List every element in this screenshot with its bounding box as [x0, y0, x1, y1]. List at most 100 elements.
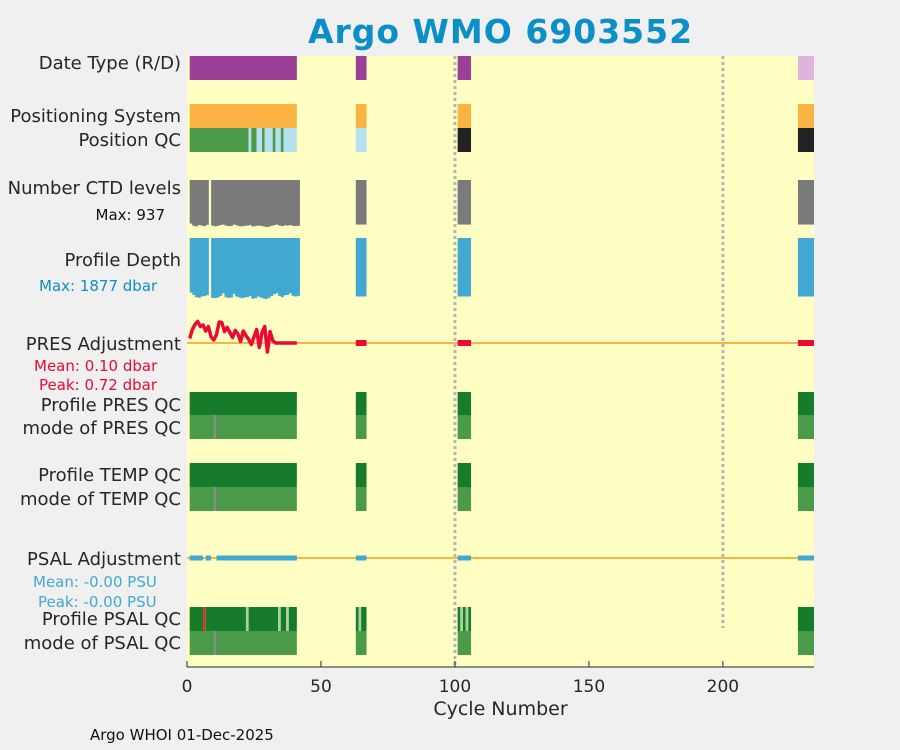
number-ctd-levels-bar [227, 180, 231, 227]
profile-depth-bar [243, 238, 247, 298]
profile-psal-qc-segment [462, 607, 466, 631]
number-ctd-levels-bar [286, 180, 290, 226]
number-ctd-levels-bar [355, 180, 367, 225]
position-qc-segment [189, 128, 249, 152]
position-qc-segment [280, 128, 284, 152]
mode-temp-qc-segment [189, 487, 297, 511]
number-ctd-levels-bar [216, 180, 220, 226]
profile-depth-bar [221, 238, 225, 294]
profile-depth-bar [245, 238, 250, 298]
profile-depth-bar [224, 238, 228, 298]
profile-depth-bar [189, 238, 193, 293]
date-type-segment [457, 56, 472, 80]
profile-depth-bar [195, 238, 199, 298]
profile-psal-qc-segment [358, 607, 362, 631]
mode-temp-qc-segment [457, 487, 472, 511]
position-qc-segment [355, 128, 367, 152]
x-tick-label: 50 [310, 677, 332, 697]
profile-depth-bar [240, 238, 244, 299]
row-label-positioning-system: Positioning System [10, 106, 181, 127]
mode-pres-qc-segment [189, 415, 297, 439]
mode-mark [213, 487, 216, 511]
profile-depth-bar [237, 238, 241, 298]
profile-psal-qc-segment [460, 607, 463, 631]
number-ctd-levels-bar [278, 180, 282, 226]
number-ctd-levels-bar [197, 180, 201, 226]
number-ctd-levels-bar [267, 180, 271, 227]
position-qc-segment [264, 128, 273, 152]
number-ctd-levels-bar [224, 180, 228, 226]
psal-adjustment-mark [205, 555, 212, 561]
profile-psal-qc-segment [288, 607, 297, 631]
mode-pres-qc-segment [457, 415, 472, 439]
mode-pres-qc-segment [355, 415, 367, 439]
number-ctd-levels-bar [240, 180, 244, 227]
position-qc-segment [248, 128, 252, 152]
row-label-mode-pres-qc: mode of PRES QC [22, 418, 181, 439]
profile-depth-bar [280, 238, 284, 298]
profile-depth-bar [256, 238, 260, 297]
psal-peak-label: Peak: -0.00 PSU [38, 593, 157, 611]
mode-pres-qc-segment [797, 415, 814, 439]
profile-temp-qc-segment [355, 463, 367, 487]
number-ctd-levels-bar [203, 180, 207, 227]
pres-adjustment-line [188, 319, 297, 354]
number-ctd-levels-bar [195, 180, 199, 227]
profile-depth-bar [291, 238, 295, 296]
profile-psal-qc-segment [797, 607, 814, 631]
number-ctd-levels-bar [200, 180, 204, 226]
number-ctd-levels-bar [253, 180, 258, 227]
number-ctd-levels-bar [205, 180, 209, 225]
row-label-profile-depth: Profile Depth [64, 250, 181, 271]
position-qc-segment [457, 128, 472, 152]
number-ctd-levels-bar [237, 180, 241, 227]
positioning-system-segment [189, 104, 297, 128]
footer-credit: Argo WHOI 01-Dec-2025 [90, 726, 274, 744]
psal-mean-label: Mean: -0.00 PSU [33, 573, 157, 591]
profile-temp-qc-segment [189, 463, 297, 487]
chart-title: Argo WMO 6903552 [307, 12, 694, 51]
row-label-profile-psal-qc: Profile PSAL QC [41, 609, 181, 630]
date-type-segment [797, 56, 814, 80]
position-qc-segment [251, 128, 257, 152]
profile-depth-bar [203, 238, 207, 297]
x-tick-label: 100 [439, 677, 471, 697]
number-ctd-levels-bar [211, 180, 215, 226]
number-ctd-levels-bar [229, 180, 233, 226]
number-ctd-levels-bar [294, 180, 298, 227]
mode-mark [213, 415, 216, 439]
row-label-date-type: Date Type (R/D) [38, 53, 181, 74]
pres-adjustment-mark [355, 340, 367, 346]
position-qc-segment [256, 128, 263, 152]
profile-psal-qc-segment [245, 607, 249, 631]
profile-depth-bar [216, 238, 220, 298]
position-qc-segment [797, 128, 814, 152]
psal-adjustment-mark [216, 555, 297, 561]
profile-depth-bar [294, 238, 298, 297]
profile-depth-bar [227, 238, 231, 298]
profile-psal-qc-segment [205, 607, 246, 631]
profile-pres-qc-segment [189, 392, 297, 415]
x-axis-label: Cycle Number [433, 698, 568, 720]
number-ctd-levels-bar [264, 180, 268, 228]
pres-adjustment-mark [797, 340, 814, 346]
number-ctd-levels-bar [213, 180, 217, 227]
row-label-pres-adjustment: PRES Adjustment [25, 334, 181, 355]
pres-peak-label: Peak: 0.72 dbar [39, 376, 158, 394]
profile-psal-qc-segment [203, 607, 206, 631]
profile-depth-bar [211, 238, 215, 298]
depth-max-label: Max: 1877 dbar [39, 277, 158, 295]
profile-depth-bar [267, 238, 271, 298]
mode-psal-qc-segment [355, 631, 367, 655]
profile-depth-bar [253, 238, 258, 299]
number-ctd-levels-bar [232, 180, 236, 225]
profile-depth-bar [270, 238, 274, 297]
profile-depth-bar [275, 238, 279, 294]
row-label-profile-temp-qc: Profile TEMP QC [38, 465, 181, 486]
profile-depth-bar [192, 238, 196, 295]
profile-depth-bar [278, 238, 282, 296]
profile-depth-bar [219, 238, 223, 296]
number-ctd-levels-bar [797, 180, 814, 225]
position-qc-segment [272, 128, 276, 152]
psal-adjustment-mark [355, 555, 367, 561]
